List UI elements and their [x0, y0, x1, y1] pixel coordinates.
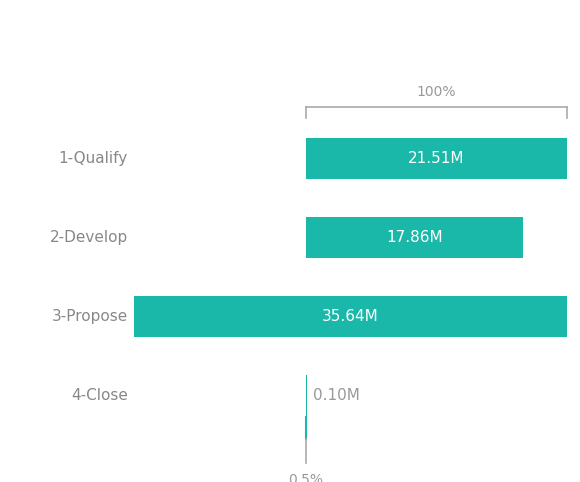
Text: 1-Qualify: 1-Qualify: [59, 151, 128, 166]
Text: Sales Pipeline: Sales Pipeline: [14, 14, 180, 34]
Text: 21.51M: 21.51M: [408, 151, 465, 166]
Text: 4-Close: 4-Close: [71, 388, 128, 403]
Text: 0.10M: 0.10M: [314, 388, 360, 403]
Bar: [306, 138, 567, 179]
Text: 3-Propose: 3-Propose: [52, 309, 128, 324]
Bar: [134, 296, 567, 337]
Text: 2-Develop: 2-Develop: [49, 230, 128, 245]
Text: 17.86M: 17.86M: [386, 230, 443, 245]
Text: 0.5%: 0.5%: [288, 472, 323, 482]
Bar: [306, 217, 523, 258]
Text: 100%: 100%: [416, 85, 456, 99]
Text: 35.64M: 35.64M: [322, 309, 379, 324]
Bar: [306, 375, 307, 416]
